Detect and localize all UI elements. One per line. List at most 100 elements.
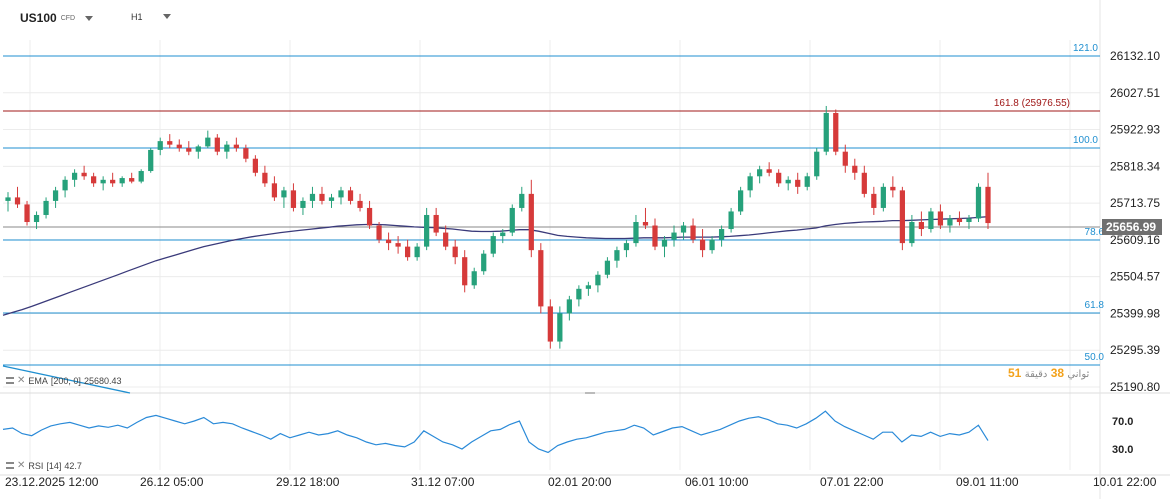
candle-body xyxy=(462,257,468,286)
candle-body xyxy=(271,183,278,198)
candle-body xyxy=(823,113,829,152)
candle-body xyxy=(661,239,668,247)
candle-body xyxy=(424,214,430,247)
candle-body xyxy=(52,190,59,201)
candle-body xyxy=(947,218,953,226)
countdown-minutes-value: 38 xyxy=(1050,366,1065,380)
price-axis-label: 25713.75 xyxy=(1110,196,1160,210)
candle-body xyxy=(699,239,706,251)
time-axis-label: 10.01 22:00 xyxy=(1093,475,1157,489)
candle-body xyxy=(357,200,363,208)
candle-body xyxy=(195,146,201,152)
symbol-selector[interactable]: US100 CFD xyxy=(20,8,94,28)
candle-body xyxy=(214,137,220,152)
rsi-value: 42.7 xyxy=(64,460,82,471)
chevron-down-icon[interactable] xyxy=(163,14,171,19)
candle-body xyxy=(138,171,144,182)
candle-body xyxy=(110,179,116,184)
candle-body xyxy=(481,253,487,272)
candle-body xyxy=(557,313,563,342)
candle-body xyxy=(604,260,611,275)
candle-body xyxy=(833,113,839,152)
candle-body xyxy=(890,186,896,191)
chevron-down-icon[interactable] xyxy=(85,15,94,21)
candle-body xyxy=(129,178,135,182)
time-axis-label: 23.12.2025 12:00 xyxy=(5,475,99,489)
candle-body xyxy=(14,197,21,205)
ema-line-layer xyxy=(2,216,989,316)
ema-legend[interactable]: ✕ EMA [200, 0] 25680.43 xyxy=(6,375,121,386)
candle-body xyxy=(205,137,211,147)
candle-body xyxy=(585,285,592,289)
rsi-name: RSI xyxy=(28,460,44,471)
candle-body xyxy=(71,172,78,180)
candle-body xyxy=(167,141,173,145)
candle-body xyxy=(738,190,744,212)
close-icon[interactable]: ✕ xyxy=(17,375,26,386)
candle-body xyxy=(528,193,534,251)
candle-body xyxy=(966,218,972,223)
candle-body xyxy=(899,190,905,244)
candle-body xyxy=(633,222,639,244)
ema-params: [200, 0] xyxy=(50,375,81,386)
candle-body xyxy=(328,197,335,201)
rsi-layer: 70.0 30.0 xyxy=(2,410,1133,456)
candle-body xyxy=(671,232,677,240)
candle-body xyxy=(319,193,325,201)
candle-body xyxy=(623,243,630,251)
candles-layer xyxy=(5,105,991,349)
candle-body xyxy=(880,186,886,208)
axes-layer: 26132.10 26027.51 25922.93 25818.34 25713.75… xyxy=(5,49,1160,489)
candle-body xyxy=(642,222,649,226)
candle-body xyxy=(652,225,658,247)
rsi-axis-label: 30.0 xyxy=(1112,444,1133,456)
candle-body xyxy=(186,148,192,152)
candle-body xyxy=(233,144,239,149)
candle-body xyxy=(747,176,753,191)
price-axis-label: 26132.10 xyxy=(1110,49,1160,63)
candle-body xyxy=(975,186,982,219)
settings-icon[interactable] xyxy=(6,462,14,469)
candle-body xyxy=(81,172,87,177)
candle-body xyxy=(795,179,801,187)
candle-body xyxy=(309,193,316,201)
timeframe-selector[interactable]: H1 xyxy=(131,12,143,22)
candle-body xyxy=(519,193,525,208)
rsi-axis-label: 70.0 xyxy=(1112,416,1133,428)
candle-body xyxy=(538,250,544,307)
time-axis-label: 09.01 11:00 xyxy=(956,475,1019,489)
candle-body xyxy=(690,225,696,240)
candle-body xyxy=(281,190,287,198)
candle-body xyxy=(338,190,344,198)
candle-body xyxy=(728,211,734,230)
fibonacci-levels: 121.0 161.8 (25976.55) 100.0 78.6 61.8 50.0 xyxy=(2,43,1105,394)
candle-body xyxy=(985,186,991,224)
rsi-params: [14] xyxy=(46,460,62,471)
ema-line xyxy=(2,216,989,316)
ema-value: 25680.43 xyxy=(83,375,122,386)
time-axis-label: 29.12 18:00 xyxy=(276,475,340,489)
close-icon[interactable]: ✕ xyxy=(17,460,26,471)
candle-body xyxy=(433,214,439,233)
candle-body xyxy=(490,236,496,254)
pane-resize-handle[interactable] xyxy=(585,392,595,394)
rsi-legend[interactable]: ✕ RSI [14] 42.7 xyxy=(6,460,82,471)
candle-body xyxy=(414,246,420,258)
rsi-line xyxy=(2,410,989,454)
fib-level-label: 50.0 xyxy=(1085,352,1105,363)
candle-body xyxy=(404,246,411,258)
settings-icon[interactable] xyxy=(6,377,14,384)
price-axis-label: 25190.80 xyxy=(1110,380,1160,394)
candle-body xyxy=(804,176,810,187)
candle-body xyxy=(928,211,934,230)
candle-body xyxy=(100,179,106,184)
candle-body xyxy=(718,229,725,240)
symbol-name: US100 xyxy=(20,11,57,25)
candle-body xyxy=(24,204,30,223)
candle-body xyxy=(956,218,963,223)
candle-body xyxy=(776,172,782,184)
candle-body xyxy=(566,299,572,314)
trendline xyxy=(2,365,131,394)
